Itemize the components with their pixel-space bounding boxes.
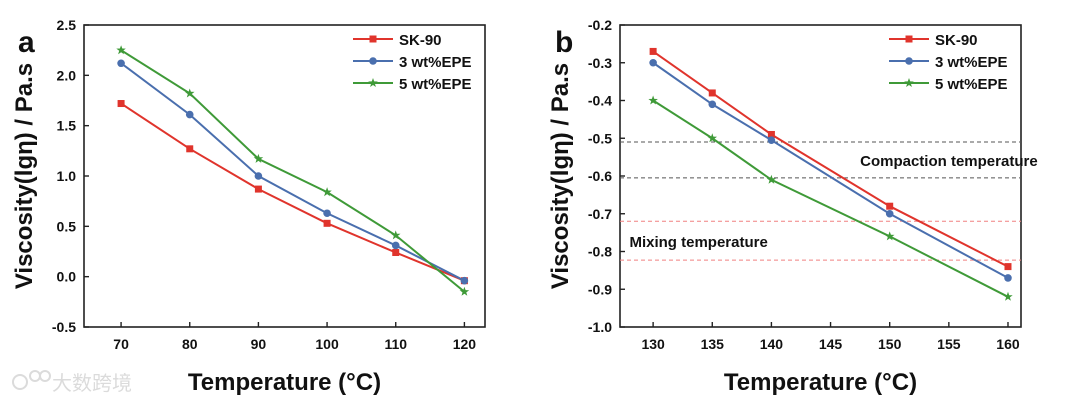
x-axis-label: Temperature (°C) <box>724 369 917 396</box>
y-tick-label: -0.5 <box>588 130 612 146</box>
x-tick-label: 130 <box>641 336 665 352</box>
x-tick-label: 155 <box>937 336 961 352</box>
y-axis-label: Viscosity(lgη) / Pa.s <box>547 63 574 289</box>
x-tick-label: 100 <box>315 336 339 352</box>
y-tick-label: 2.0 <box>57 67 77 83</box>
data-point-star <box>904 78 914 87</box>
data-point-star <box>391 230 401 240</box>
data-point-square <box>186 145 194 153</box>
y-tick-label: 0.0 <box>57 269 77 285</box>
data-point-circle <box>460 276 469 285</box>
data-point-star <box>766 174 777 184</box>
y-tick-label: -0.9 <box>588 281 612 297</box>
data-point-square <box>1004 263 1012 271</box>
y-tick-label: 1.5 <box>57 118 77 134</box>
x-tick-label: 70 <box>113 336 129 352</box>
data-point-square <box>905 35 913 43</box>
y-tick-label: -0.2 <box>588 17 612 33</box>
x-tick-label: 140 <box>760 336 784 352</box>
y-tick-label: 2.5 <box>57 17 77 33</box>
data-point-star <box>884 231 895 241</box>
legend-label: 5 wt%EPE <box>399 76 472 93</box>
series-line-2 <box>120 49 466 293</box>
annotation-text: Compaction temperature <box>860 153 1038 170</box>
data-point-square <box>886 202 894 210</box>
watermark-logo: 大数跨境 <box>12 370 132 395</box>
y-tick-label: 1.0 <box>57 168 77 184</box>
panel-label: b <box>555 26 573 59</box>
data-point-star <box>185 88 195 98</box>
data-point-star <box>648 95 658 105</box>
x-tick-label: 145 <box>819 336 843 352</box>
chart-panel-b: b -1.0 -0.9 -0.8 -0.7 -0.6 -0.5 -0.4 -0.3 -0.2 130… <box>547 17 1038 396</box>
x-tick-label: 90 <box>251 336 267 352</box>
data-point-star <box>116 45 126 55</box>
data-point-circle <box>1004 274 1012 282</box>
data-point-circle <box>649 58 657 67</box>
legend-label: 3 wt%EPE <box>935 54 1008 71</box>
x-tick-label: 80 <box>182 336 198 352</box>
x-axis-label: Temperature (°C) <box>188 369 381 396</box>
data-point-circle <box>323 209 331 218</box>
y-tick-label: 0.5 <box>57 218 77 234</box>
x-tick-label: 110 <box>384 336 407 352</box>
watermark-text: 大数跨境 <box>52 372 132 395</box>
data-point-square <box>708 89 716 97</box>
legend-label: SK-90 <box>935 32 978 49</box>
legend-label: 3 wt%EPE <box>399 54 472 71</box>
y-tick-label: -0.6 <box>588 168 612 184</box>
data-point-circle <box>254 172 263 180</box>
data-point-circle <box>185 110 194 119</box>
y-tick-label: -1.0 <box>588 319 612 335</box>
data-point-star <box>459 286 470 296</box>
y-tick-label: -0.7 <box>588 206 612 222</box>
chart-panel-a: a -0.5 0.0 0.5 1.0 1.5 2.0 2.5 70 80 90 100 110 120 Te… <box>11 17 486 396</box>
data-point-square <box>254 185 262 193</box>
data-point-circle <box>391 241 400 250</box>
data-point-circle <box>905 57 913 65</box>
y-tick-label: -0.5 <box>52 319 76 335</box>
data-point-circle <box>117 59 125 68</box>
data-point-circle <box>369 57 377 65</box>
annotation-text: Mixing temperature <box>629 234 767 251</box>
y-tick-label: -0.8 <box>588 244 612 260</box>
x-tick-label: 120 <box>453 336 477 352</box>
data-point-square <box>323 219 331 227</box>
data-point-square <box>649 47 657 55</box>
series-line-1 <box>120 62 465 282</box>
series-line-2 <box>652 99 1009 298</box>
panel-label: a <box>18 26 35 59</box>
data-point-circle <box>708 100 717 109</box>
data-point-star <box>368 78 378 87</box>
data-point-circle <box>767 136 776 144</box>
data-point-square <box>369 35 377 43</box>
y-tick-label: -0.3 <box>588 55 612 71</box>
x-tick-label: 150 <box>878 336 902 352</box>
data-point-star <box>1003 291 1013 301</box>
data-point-star <box>707 133 717 143</box>
data-point-circle <box>885 209 894 218</box>
legend-label: 5 wt%EPE <box>935 76 1008 93</box>
x-tick-label: 135 <box>701 336 725 352</box>
data-point-square <box>392 249 400 257</box>
y-tick-label: -0.4 <box>588 93 612 109</box>
x-tick-label: 160 <box>996 336 1020 352</box>
series-line-0 <box>120 102 465 282</box>
legend-label: SK-90 <box>399 32 442 49</box>
data-point-square <box>767 130 775 138</box>
data-point-star <box>253 153 264 163</box>
data-point-star <box>322 187 332 197</box>
data-point-square <box>117 100 125 108</box>
y-axis-label: Viscosity(lgη) / Pa.s <box>11 63 38 289</box>
